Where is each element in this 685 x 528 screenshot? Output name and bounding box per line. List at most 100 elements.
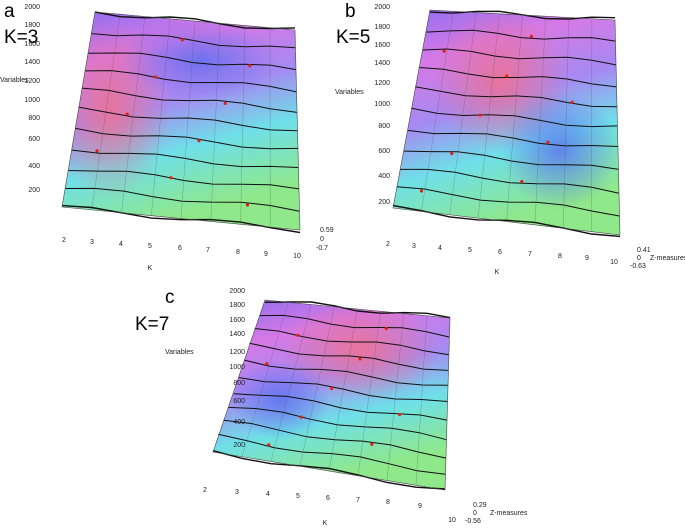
grid-line — [299, 306, 335, 467]
marker-dot — [180, 38, 184, 42]
y-tick-label: 1800 — [229, 302, 245, 309]
marker-dot — [330, 386, 334, 391]
contour-line — [61, 204, 301, 234]
panel-letter: b — [345, 1, 356, 22]
grid-line — [210, 23, 221, 222]
y-axis-label: Variables — [0, 77, 29, 84]
surface-edge — [392, 9, 621, 236]
surface-edge — [61, 11, 301, 231]
y-tick-label: 2000 — [374, 4, 390, 11]
marker-dot — [95, 149, 99, 153]
contour-line — [249, 342, 449, 371]
x-tick-label: 8 — [558, 253, 562, 260]
y-tick-label: 400 — [378, 173, 390, 180]
surface-plot — [61, 11, 301, 234]
z-tick-label: -0.63 — [630, 263, 646, 270]
grid-line — [91, 14, 121, 210]
k-label: K=3 — [4, 27, 38, 48]
marker-dot — [398, 412, 402, 417]
marker-dot — [153, 75, 158, 79]
x-tick-label: 10 — [448, 517, 456, 524]
y-tick-label: 400 — [28, 163, 40, 170]
x-tick-label: 3 — [412, 243, 416, 250]
marker-dot — [169, 176, 173, 180]
contour-line — [233, 393, 448, 421]
grid-line — [240, 25, 246, 225]
marker-dot — [299, 415, 303, 419]
y-tick-label: 800 — [28, 115, 40, 122]
y-axis-label: Variables — [335, 89, 364, 96]
surface-plot — [392, 9, 621, 238]
y-tick-label: 1600 — [229, 317, 245, 324]
y-tick-label: 1200 — [374, 80, 390, 87]
x-tick-label: 6 — [326, 495, 330, 502]
y-tick-label: 200 — [28, 187, 40, 194]
marker-dot — [478, 113, 482, 117]
y-tick-label: 1600 — [374, 42, 390, 49]
surface-edge — [212, 299, 451, 491]
grid-line — [241, 302, 289, 457]
z-tick-label: 0.59 — [320, 227, 334, 234]
marker-dot — [546, 140, 550, 144]
z-tick-label: 0.41 — [637, 247, 651, 254]
contour-line — [244, 359, 449, 386]
x-tick-label: 5 — [148, 243, 152, 250]
z-tick-label: 0.29 — [473, 502, 487, 509]
marker-dot — [419, 189, 424, 193]
marker-dot — [505, 74, 509, 78]
contour-line — [228, 406, 447, 441]
z-axis-label: Z-measures — [490, 510, 528, 517]
x-tick-label: 2 — [203, 487, 207, 494]
y-tick-label: 600 — [233, 398, 245, 405]
x-tick-label: 7 — [356, 497, 360, 504]
x-tick-label: 5 — [468, 247, 472, 254]
y-axis-label: Variables — [165, 349, 194, 356]
grid-line — [151, 18, 171, 216]
surface-shade — [230, 360, 330, 440]
grid-line — [328, 308, 358, 472]
marker-dot — [358, 357, 362, 361]
y-tick-label: 1600 — [24, 41, 40, 48]
k-label: K=7 — [135, 314, 169, 335]
contour-line — [212, 450, 446, 490]
marker-dot — [223, 101, 227, 105]
x-axis-label: K — [495, 269, 500, 276]
y-tick-label: 200 — [378, 199, 390, 206]
marker-dot — [384, 326, 388, 331]
y-tick-label: 1800 — [24, 22, 40, 29]
surface-shade — [500, 90, 620, 210]
x-tick-label: 8 — [236, 249, 240, 256]
marker-dot — [125, 112, 129, 116]
x-tick-label: 9 — [418, 503, 422, 510]
x-axis-label: K — [148, 265, 153, 272]
x-tick-label: 8 — [386, 499, 390, 506]
surface-shade — [120, 20, 280, 100]
marker-dot — [265, 362, 269, 366]
x-tick-label: 4 — [266, 491, 270, 498]
surface-plot — [212, 299, 451, 491]
marker-dot — [248, 64, 252, 68]
z-tick-label: -0.56 — [465, 518, 481, 525]
y-tick-label: 1000 — [374, 101, 390, 108]
y-tick-label: 400 — [233, 419, 245, 426]
x-tick-label: 2 — [62, 237, 66, 244]
y-tick-label: 800 — [378, 123, 390, 130]
marker-dot — [370, 442, 374, 446]
panel-letter: a — [4, 1, 15, 22]
surface-shade — [280, 300, 440, 400]
x-tick-label: 6 — [178, 245, 182, 252]
contour-line — [94, 11, 296, 30]
marker-dot — [442, 49, 446, 53]
y-tick-label: 1400 — [374, 60, 390, 67]
y-tick-label: 800 — [233, 380, 245, 387]
marker-dot — [570, 100, 574, 104]
x-tick-label: 4 — [119, 241, 123, 248]
y-tick-label: 600 — [28, 136, 40, 143]
contour-line — [259, 314, 450, 338]
contour-line — [223, 419, 447, 459]
x-tick-label: 5 — [296, 493, 300, 500]
z-tick-label: 0 — [473, 510, 477, 517]
z-tick-label: -0.7 — [316, 245, 328, 252]
marker-dot — [267, 443, 271, 447]
